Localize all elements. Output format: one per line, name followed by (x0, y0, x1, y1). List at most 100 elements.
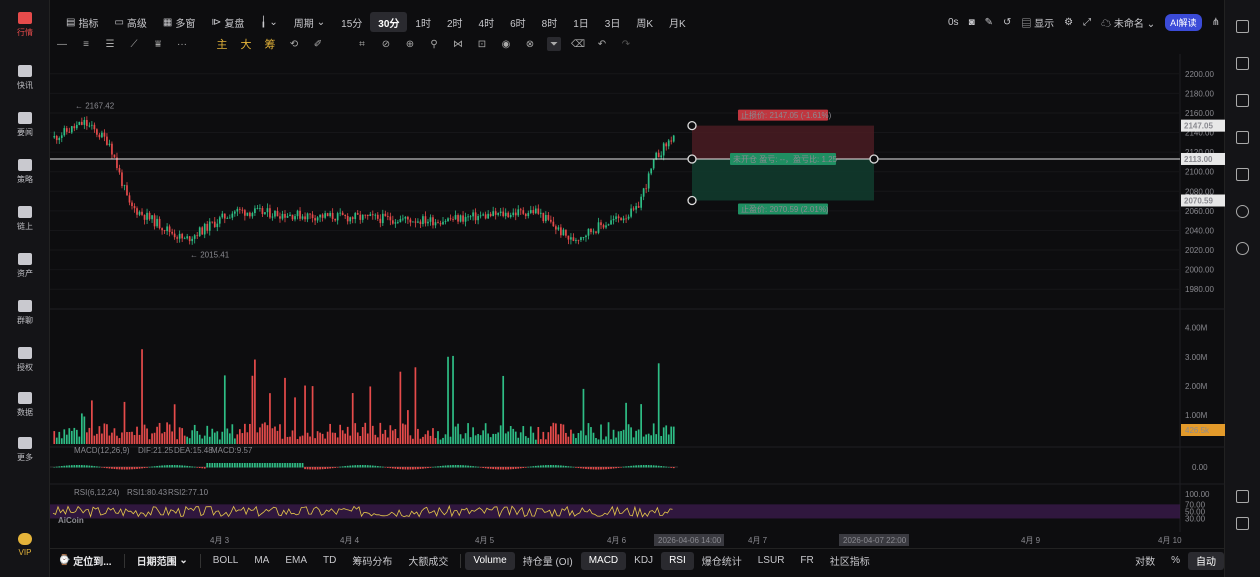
nav-item-1[interactable]: 快讯 (0, 58, 50, 98)
brush-icon[interactable]: ✐ (313, 38, 323, 50)
date-range-button[interactable]: 日期范围 ⌄ (129, 552, 196, 570)
period-dropdown[interactable]: 周期 ⌄ (286, 12, 333, 32)
fullscreen-icon[interactable]: ⤢ (1083, 16, 1092, 28)
zoom-icon[interactable]: ⊕ (405, 38, 415, 50)
drag-handle[interactable] (687, 154, 697, 164)
robot-icon[interactable] (1236, 205, 1249, 218)
undo-icon[interactable]: ↶ (597, 38, 607, 50)
sub-indicator-FR[interactable]: FR (800, 555, 814, 566)
book-icon[interactable] (1236, 490, 1249, 503)
sub-indicator-社区指标[interactable]: 社区指标 (829, 557, 870, 568)
ruler-icon[interactable]: ⊘ (381, 38, 391, 50)
trash-icon[interactable]: ⌫ (570, 38, 586, 50)
timeframe-3日[interactable]: 3日 (604, 18, 621, 30)
sub-indicator-持仓量 (OI)[interactable]: 持仓量 (OI) (522, 557, 573, 568)
drag-handle[interactable] (687, 195, 697, 206)
indicator-EMA[interactable]: EMA (285, 555, 307, 566)
link-icon[interactable]: ⊗ (525, 38, 535, 50)
trendline-icon[interactable]: ⟋ (130, 38, 138, 50)
sync-icon[interactable]: ⟲ (289, 38, 299, 50)
scale-option-1[interactable]: % (1171, 555, 1180, 566)
display-button[interactable]: ▤ 显示 (1021, 15, 1054, 30)
timeframe-1日[interactable]: 1日 (573, 18, 589, 30)
share-layout-icon[interactable]: ↺ (1003, 16, 1012, 28)
nav-item-5[interactable]: 资产 (0, 246, 50, 286)
advanced-button[interactable]: ▭ 高级 (106, 12, 154, 32)
large-order-button[interactable]: 大 (240, 39, 252, 51)
indicator-MA[interactable]: MA (254, 555, 270, 566)
chart-area[interactable]: 2200.00 2180.00 2160.00 2140.00 2120.00 2100.… (50, 54, 1225, 548)
timeframe-15分[interactable]: 15分 (341, 18, 363, 30)
chip-button[interactable]: 筹 (264, 39, 276, 51)
sub-indicator-RSI[interactable]: RSI (661, 551, 694, 570)
nav-item-2[interactable]: 要闻 (0, 105, 50, 145)
trend-icon[interactable] (1236, 94, 1249, 107)
list-icon[interactable] (1236, 131, 1249, 144)
chart-style-button[interactable]: ╽ ⌄ (252, 12, 285, 32)
macd-histogram-bar (196, 467, 199, 468)
lock-icon[interactable]: ⊡ (477, 38, 487, 50)
nav-item-4[interactable]: 链上 (0, 199, 50, 239)
sub-indicator-Volume[interactable]: Volume (465, 551, 515, 570)
candle-body (80, 121, 83, 125)
redo-icon[interactable]: ↷ (621, 38, 631, 50)
indicator-button[interactable]: ▤ 指标 (58, 12, 106, 32)
multi-lines-icon[interactable]: ☰ (105, 38, 115, 50)
settings-icon[interactable]: ⚙ (1064, 16, 1074, 28)
indicator-筹码分布[interactable]: 筹码分布 (352, 557, 393, 568)
indicator-大额成交[interactable]: 大额成交 (408, 557, 449, 568)
document-icon[interactable] (1236, 20, 1249, 33)
share-icon[interactable]: ⋔ (1211, 16, 1220, 28)
indicator-TD[interactable]: TD (323, 555, 337, 566)
timeframe-6时[interactable]: 6时 (510, 18, 526, 30)
scale-option-0[interactable]: 对数 (1135, 557, 1156, 568)
sub-indicator-KDJ[interactable]: KDJ (634, 555, 654, 566)
dollar-icon[interactable] (1236, 57, 1249, 70)
nav-item-6[interactable]: 群聊 (0, 293, 50, 333)
timeframe-周K[interactable]: 周K (636, 18, 654, 30)
timeframe-月K[interactable]: 月K (669, 18, 686, 30)
nav-item-9[interactable]: 更多 (0, 430, 50, 470)
more-tools-icon[interactable]: ··· (177, 38, 187, 50)
main-force-button[interactable]: 主 (216, 39, 228, 51)
replay-button[interactable]: ⧐ 复盘 (203, 12, 252, 32)
nav-item-7[interactable]: 授权 (0, 340, 50, 380)
edit-icon[interactable]: ✎ (984, 16, 993, 28)
nav-item-3[interactable]: 策略 (0, 152, 50, 192)
sub-indicator-爆仓统计[interactable]: 爆仓统计 (701, 557, 742, 568)
multi-window-button[interactable]: ▦ 多窗 (155, 12, 203, 32)
macd-histogram-bar (176, 465, 179, 468)
timeframe-4时[interactable]: 4时 (478, 18, 495, 30)
indicator-BOLL[interactable]: BOLL (212, 555, 239, 566)
layout-button[interactable]: ☁ 未命名 ⌄ (1101, 15, 1155, 30)
scale-option-2[interactable]: 自动 (1188, 551, 1224, 570)
panel-icon[interactable] (1236, 168, 1249, 181)
paint-icon[interactable]: ⚲ (430, 38, 438, 50)
sub-indicator-MACD[interactable]: MACD (580, 551, 627, 570)
pie-icon[interactable] (1236, 242, 1249, 255)
filter-icon[interactable]: ⏷ (547, 37, 561, 51)
camera-icon[interactable]: ◙ (968, 16, 975, 28)
eye-icon[interactable]: ◉ (501, 38, 511, 50)
parallel-lines-icon[interactable]: ≡ (83, 38, 89, 50)
nav-item-8[interactable]: 数据 (0, 385, 50, 425)
chart-svg[interactable]: 2200.00 2180.00 2160.00 2140.00 2120.00 2100.… (50, 54, 1225, 548)
expand-icon[interactable] (1236, 517, 1249, 530)
timeframe-1时[interactable]: 1时 (415, 18, 431, 30)
horizontal-line-icon[interactable]: — (57, 38, 67, 50)
sub-indicator-LSUR[interactable]: LSUR (757, 555, 785, 566)
take-profit-zone[interactable] (692, 158, 874, 201)
fib-icon[interactable]: ⩸ (154, 38, 162, 50)
magnet-icon[interactable]: ⋈ (453, 38, 463, 50)
nav-item-0[interactable]: 行情 (0, 5, 50, 45)
ai-interpret-button[interactable]: AI解读 (1165, 13, 1202, 31)
drag-handle[interactable] (869, 154, 879, 164)
timeframe-30分[interactable]: 30分 (370, 12, 408, 32)
volume-bar (341, 430, 344, 444)
drag-handle[interactable] (687, 120, 697, 131)
locate-button[interactable]: ⌚ 定位到... (50, 552, 120, 570)
nav-item-10[interactable]: VIP (0, 525, 50, 565)
timeframe-8时[interactable]: 8时 (541, 18, 558, 30)
timeframe-2时[interactable]: 2时 (446, 18, 463, 30)
crop-icon[interactable]: ⌗ (359, 38, 365, 50)
